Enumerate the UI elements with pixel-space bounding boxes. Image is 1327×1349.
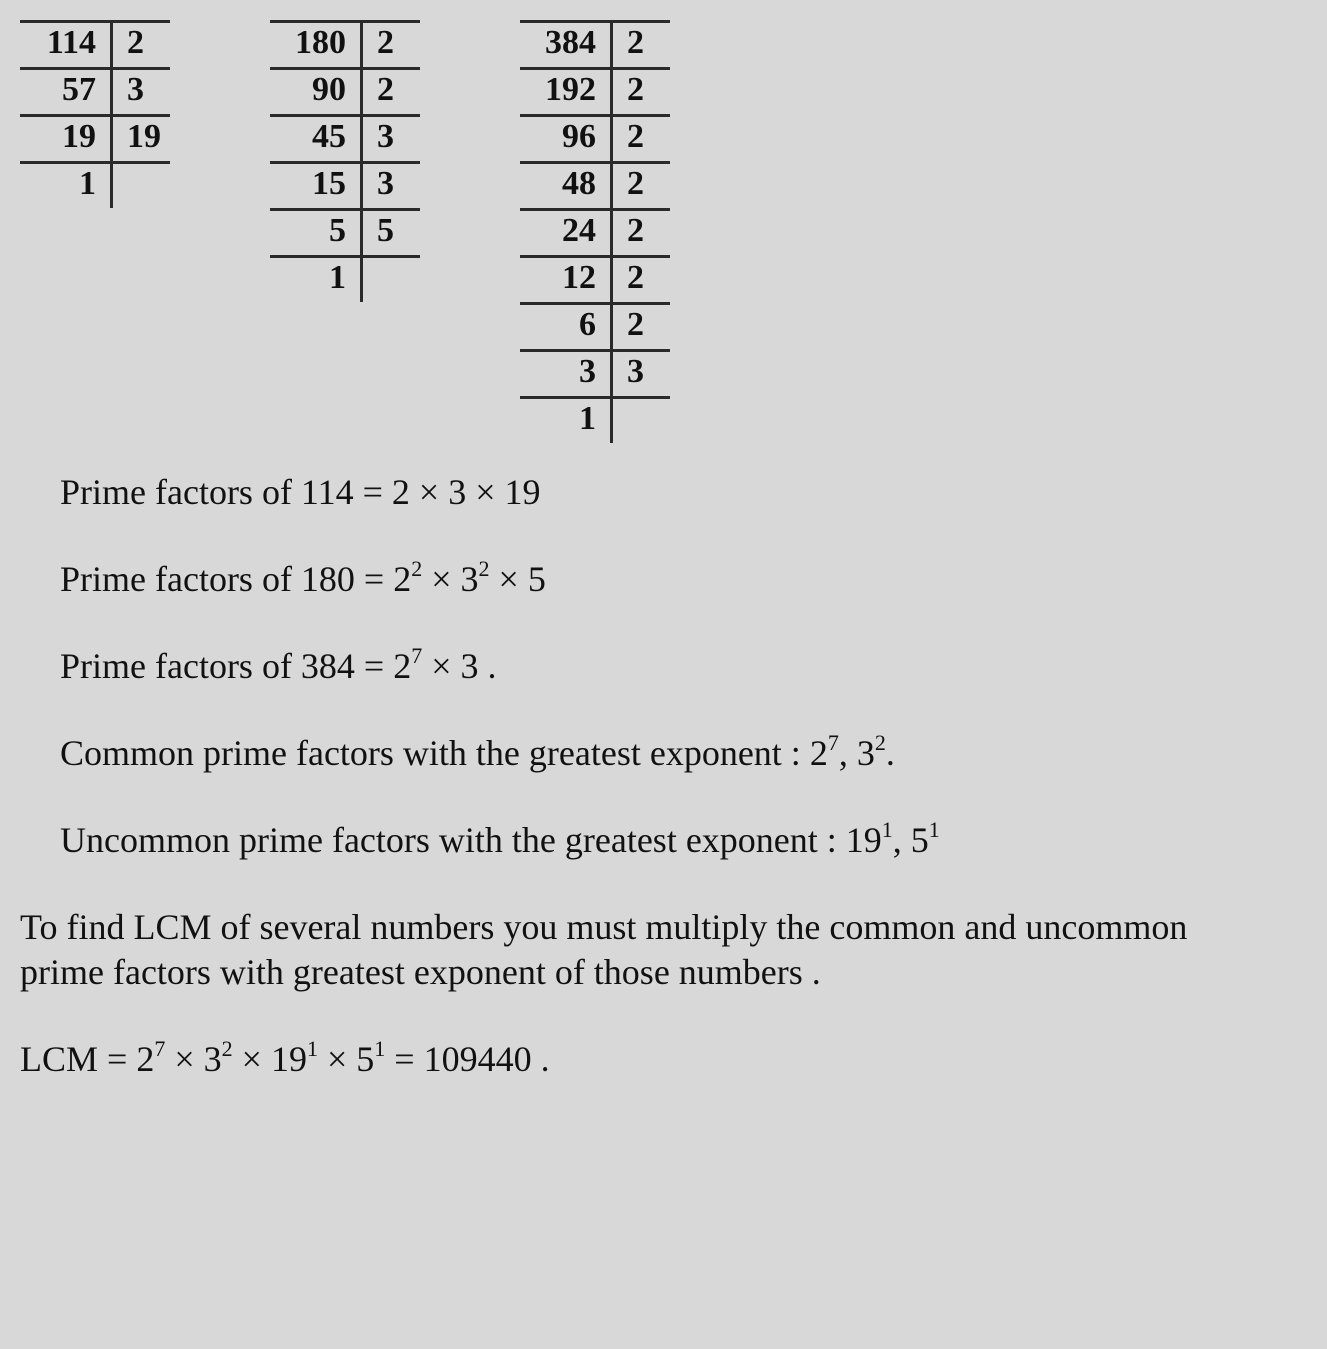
divisor-cell: 2 bbox=[610, 20, 670, 67]
quotient-cell: 6 bbox=[520, 302, 610, 349]
divisor-cell: 2 bbox=[610, 114, 670, 161]
quotient-cell: 45 bbox=[270, 114, 360, 161]
exp: 1 bbox=[307, 1036, 318, 1061]
divisor-cell: 2 bbox=[610, 161, 670, 208]
quotient-cell: 48 bbox=[520, 161, 610, 208]
quotient-cell: 24 bbox=[520, 208, 610, 255]
line-uncommon: Uncommon prime factors with the greatest… bbox=[60, 818, 1280, 863]
quotient-cell: 96 bbox=[520, 114, 610, 161]
page: 114257319191 1802902453153551 3842192296… bbox=[0, 0, 1327, 1349]
exp: 2 bbox=[411, 556, 422, 581]
t: Prime factors of 180 = 2 bbox=[60, 559, 411, 599]
t: × 19 bbox=[233, 1039, 307, 1079]
exp: 7 bbox=[411, 643, 422, 668]
divisor-cell: 2 bbox=[610, 255, 670, 302]
line-pf114: Prime factors of 114 = 2 × 3 × 19 bbox=[60, 470, 1280, 515]
line-explain: To find LCM of several numbers you must … bbox=[20, 905, 1280, 995]
quotient-cell: 384 bbox=[520, 20, 610, 67]
divisor-cell: 3 bbox=[610, 349, 670, 396]
quotient-cell: 192 bbox=[520, 67, 610, 114]
quotient-cell: 1 bbox=[520, 396, 610, 443]
t: × 3 . bbox=[422, 646, 496, 686]
exp: 2 bbox=[875, 730, 886, 755]
divisor-cell: 2 bbox=[110, 20, 170, 67]
quotient-cell: 57 bbox=[20, 67, 110, 114]
t: = 109440 . bbox=[385, 1039, 549, 1079]
exp: 2 bbox=[222, 1036, 233, 1061]
quotient-cell: 180 bbox=[270, 20, 360, 67]
divisor-cell: 19 bbox=[110, 114, 170, 161]
exp: 1 bbox=[929, 817, 940, 842]
divisor-cell: 2 bbox=[610, 302, 670, 349]
quotient-cell: 15 bbox=[270, 161, 360, 208]
divisor-cell bbox=[360, 255, 420, 302]
exp: 1 bbox=[374, 1036, 385, 1061]
divisor-cell bbox=[110, 161, 170, 208]
table-114: 114257319191 bbox=[20, 20, 170, 208]
quotient-cell: 12 bbox=[520, 255, 610, 302]
t: × 5 bbox=[490, 559, 546, 599]
t: , 5 bbox=[893, 820, 929, 860]
divisor-cell: 3 bbox=[360, 161, 420, 208]
t: Common prime factors with the greatest e… bbox=[60, 733, 828, 773]
t: × 3 bbox=[422, 559, 478, 599]
exp: 1 bbox=[882, 817, 893, 842]
t: , 3 bbox=[839, 733, 875, 773]
t: × 5 bbox=[318, 1039, 374, 1079]
divisor-cell: 3 bbox=[360, 114, 420, 161]
quotient-cell: 1 bbox=[20, 161, 110, 208]
divisor-cell bbox=[610, 396, 670, 443]
factor-tables: 114257319191 1802902453153551 3842192296… bbox=[20, 20, 670, 443]
line-lcm: LCM = 27 × 32 × 191 × 51 = 109440 . bbox=[20, 1037, 1280, 1082]
divisor-cell: 3 bbox=[110, 67, 170, 114]
divisor-cell: 2 bbox=[360, 67, 420, 114]
exp: 7 bbox=[154, 1036, 165, 1061]
line-pf180: Prime factors of 180 = 22 × 32 × 5 bbox=[60, 557, 1280, 602]
quotient-cell: 90 bbox=[270, 67, 360, 114]
quotient-cell: 1 bbox=[270, 255, 360, 302]
t: LCM = 2 bbox=[20, 1039, 154, 1079]
t: × 3 bbox=[165, 1039, 221, 1079]
line-pf384: Prime factors of 384 = 27 × 3 . bbox=[60, 644, 1280, 689]
table-180: 1802902453153551 bbox=[270, 20, 420, 302]
divisor-cell: 2 bbox=[360, 20, 420, 67]
exp: 7 bbox=[828, 730, 839, 755]
quotient-cell: 114 bbox=[20, 20, 110, 67]
quotient-cell: 19 bbox=[20, 114, 110, 161]
t: . bbox=[886, 733, 895, 773]
table-384: 3842192296248224212262331 bbox=[520, 20, 670, 443]
t: Uncommon prime factors with the greatest… bbox=[60, 820, 882, 860]
line-common: Common prime factors with the greatest e… bbox=[60, 731, 1280, 776]
quotient-cell: 3 bbox=[520, 349, 610, 396]
divisor-cell: 2 bbox=[610, 208, 670, 255]
divisor-cell: 2 bbox=[610, 67, 670, 114]
quotient-cell: 5 bbox=[270, 208, 360, 255]
text-lines: Prime factors of 114 = 2 × 3 × 19 Prime … bbox=[60, 470, 1280, 1124]
t: Prime factors of 384 = 2 bbox=[60, 646, 411, 686]
exp: 2 bbox=[479, 556, 490, 581]
divisor-cell: 5 bbox=[360, 208, 420, 255]
